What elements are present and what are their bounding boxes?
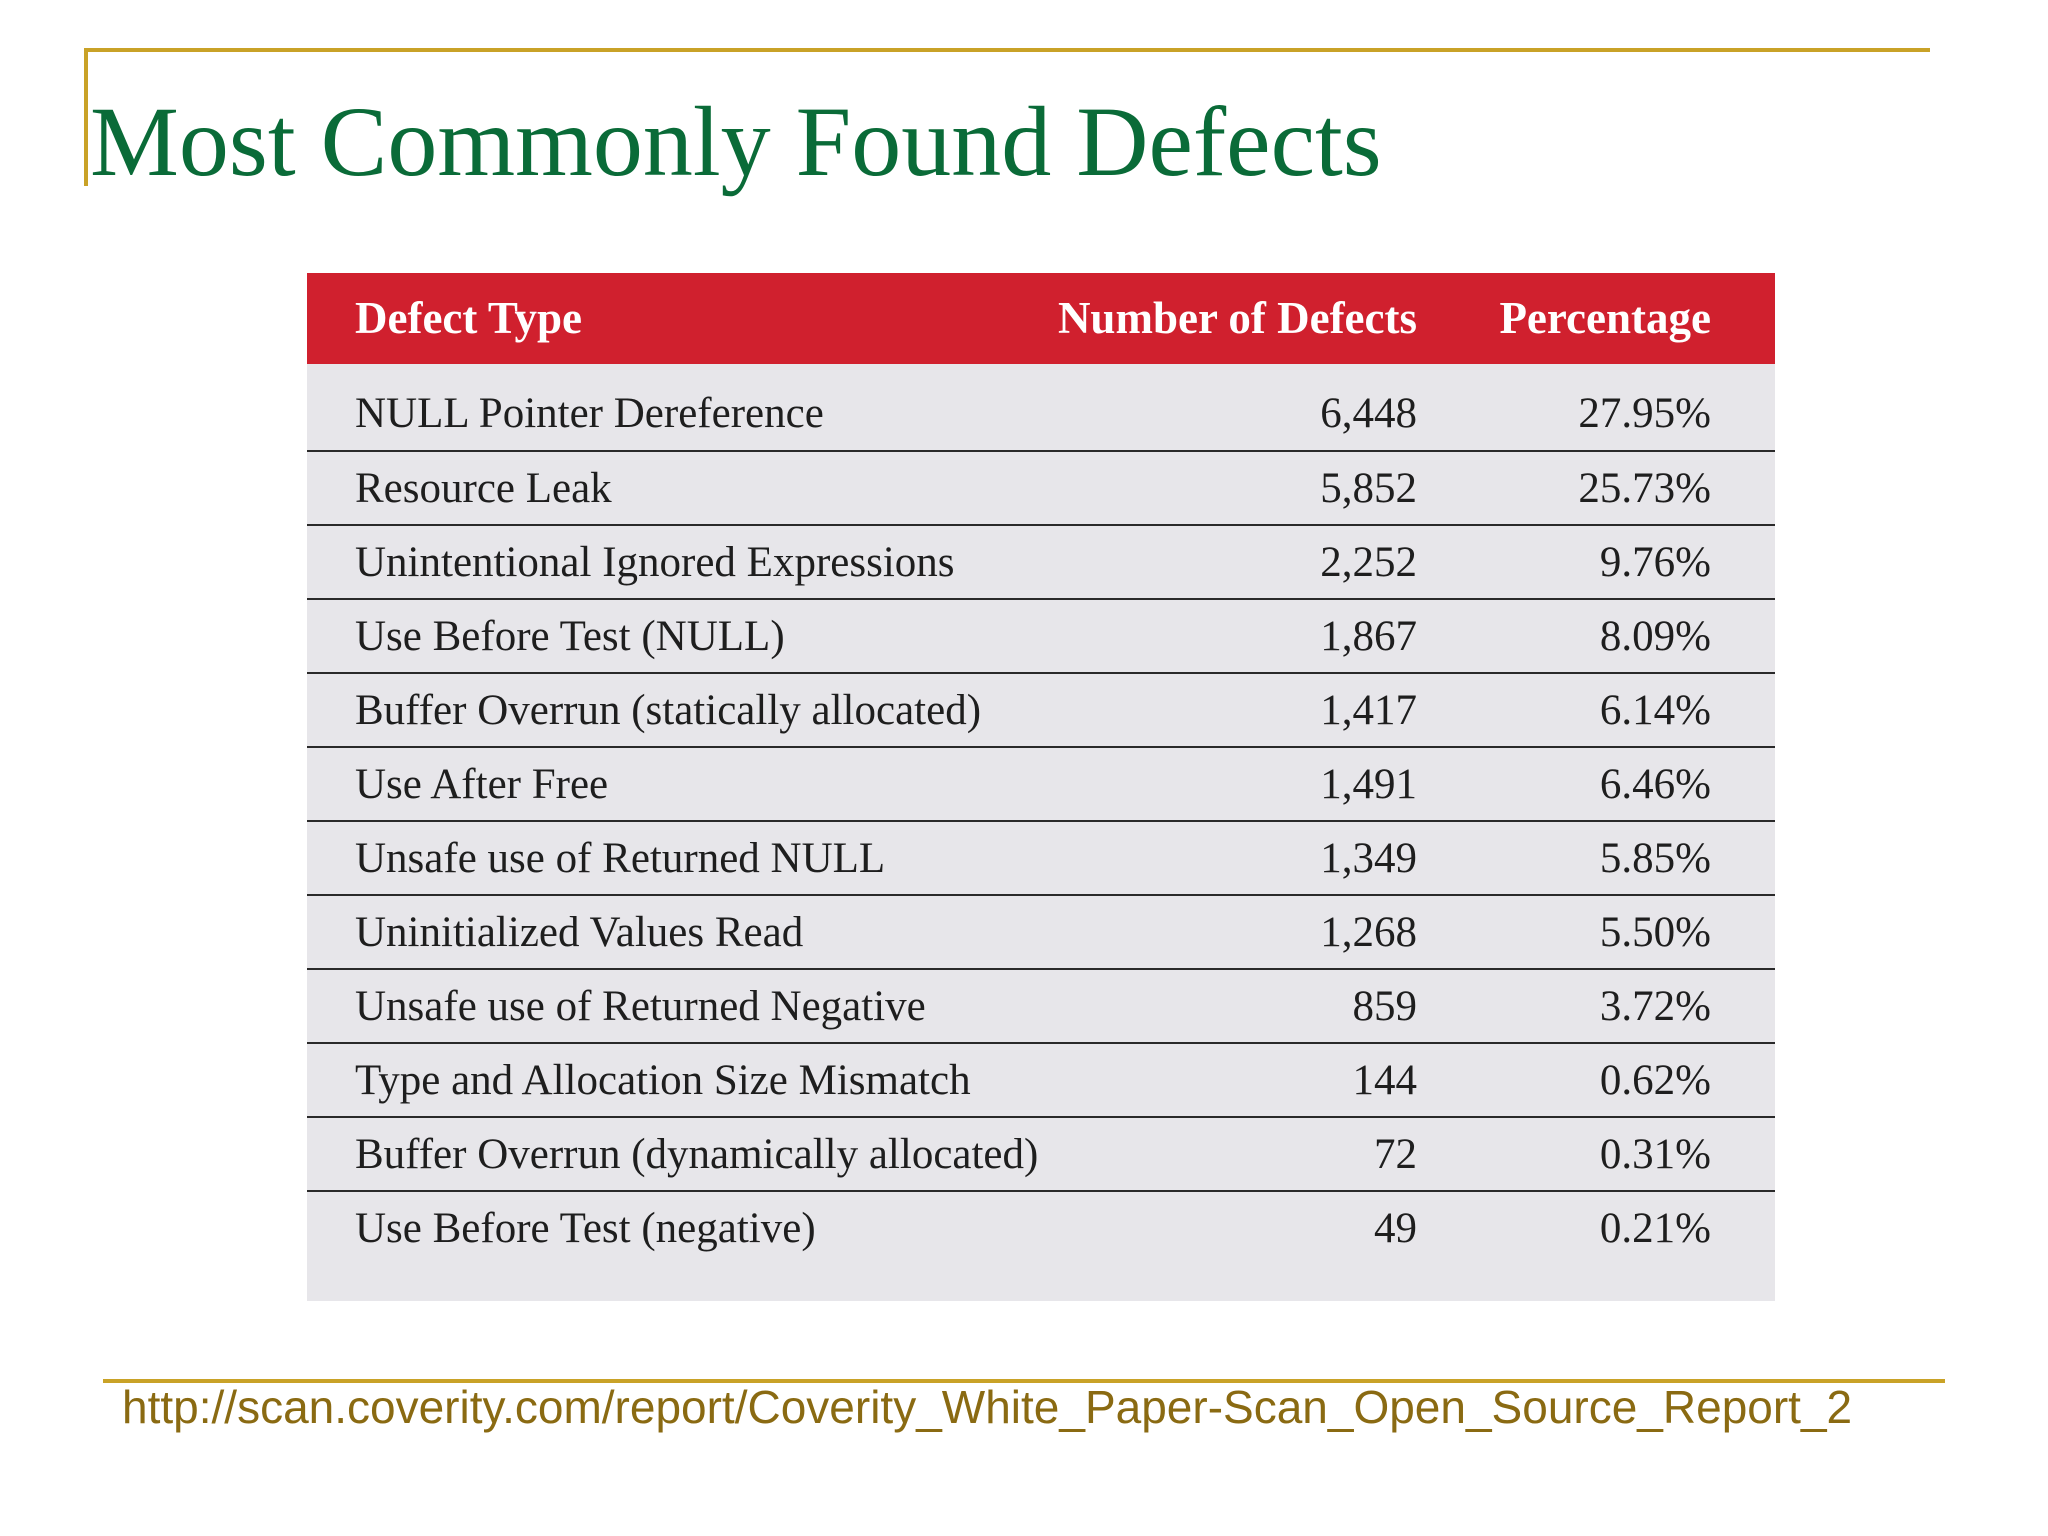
table-row: Uninitialized Values Read 1,268 5.50%	[307, 894, 1775, 968]
source-link[interactable]: http://scan.coverity.com/report/Coverity…	[122, 1381, 1853, 1433]
title-top-rule	[84, 48, 1930, 52]
defect-type-cell: Resource Leak	[355, 465, 612, 512]
footer-rule	[103, 1379, 1945, 1383]
defect-percentage-cell: 0.31%	[1599, 1131, 1711, 1178]
column-header-number-of-defects: Number of Defects	[1057, 293, 1417, 343]
defect-percentage-cell: 27.95%	[1578, 390, 1711, 437]
defect-type-cell: Unintentional Ignored Expressions	[355, 539, 955, 586]
defect-type-cell: Unsafe use of Returned NULL	[355, 835, 886, 882]
defect-count-cell: 6,448	[1320, 390, 1417, 437]
defect-type-cell: Type and Allocation Size Mismatch	[355, 1057, 971, 1104]
defect-type-cell: Buffer Overrun (statically allocated)	[355, 687, 982, 734]
defect-count-cell: 72	[1374, 1131, 1417, 1178]
table-row: Use After Free 1,491 6.46%	[307, 746, 1775, 820]
column-header-percentage: Percentage	[1499, 293, 1711, 343]
defect-percentage-cell: 5.85%	[1599, 835, 1711, 882]
table-row: Use Before Test (negative) 49 0.21%	[307, 1190, 1775, 1282]
table-row: Unsafe use of Returned NULL 1,349 5.85%	[307, 820, 1775, 894]
defect-count-cell: 1,349	[1320, 835, 1417, 882]
table-row: Use Before Test (NULL) 1,867 8.09%	[307, 598, 1775, 672]
defect-type-cell: Uninitialized Values Read	[355, 909, 804, 956]
defect-count-cell: 859	[1352, 983, 1418, 1030]
defect-count-cell: 5,852	[1320, 465, 1417, 512]
defects-table: Defect Type Number of Defects Percentage…	[307, 273, 1775, 1301]
defect-count-cell: 2,252	[1320, 539, 1417, 586]
table-row: Buffer Overrun (statically allocated) 1,4…	[307, 672, 1775, 746]
defect-percentage-cell: 3.72%	[1599, 983, 1711, 1030]
defect-percentage-cell: 9.76%	[1599, 539, 1711, 586]
defect-count-cell: 1,268	[1320, 909, 1417, 956]
defect-type-cell: Use Before Test (negative)	[355, 1205, 816, 1252]
defect-percentage-cell: 0.21%	[1599, 1205, 1711, 1252]
column-header-defect-type: Defect Type	[355, 293, 582, 343]
defect-percentage-cell: 0.62%	[1599, 1057, 1711, 1104]
defect-type-cell: Unsafe use of Returned Negative	[355, 983, 926, 1030]
defect-percentage-cell: 6.46%	[1599, 761, 1711, 808]
table-row: Type and Allocation Size Mismatch 144 0.62…	[307, 1042, 1775, 1116]
defect-percentage-cell: 8.09%	[1599, 613, 1711, 660]
table-row: Buffer Overrun (dynamically allocated) 72…	[307, 1116, 1775, 1190]
defect-type-cell: Use After Free	[355, 761, 609, 808]
defect-percentage-cell: 5.50%	[1599, 909, 1711, 956]
defect-percentage-cell: 6.14%	[1599, 687, 1711, 734]
table-row: Resource Leak 5,852 25.73%	[307, 450, 1775, 524]
slide-title: Most Commonly Found Defects	[90, 86, 1382, 197]
defect-count-cell: 144	[1352, 1057, 1418, 1104]
defect-count-cell: 1,417	[1320, 687, 1417, 734]
table-header: Defect Type Number of Defects Percentage	[307, 273, 1775, 364]
defect-type-cell: Use Before Test (NULL)	[355, 613, 785, 660]
title-left-rule	[84, 48, 88, 186]
table-row: Unsafe use of Returned Negative 859 3.72%	[307, 968, 1775, 1042]
table-body: NULL Pointer Dereference 6,448 27.95% Resou…	[307, 364, 1775, 1282]
defect-type-cell: NULL Pointer Dereference	[355, 390, 824, 437]
defect-percentage-cell: 25.73%	[1578, 465, 1711, 512]
defect-count-cell: 1,867	[1320, 613, 1417, 660]
table-row: NULL Pointer Dereference 6,448 27.95%	[307, 364, 1775, 450]
defect-type-cell: Buffer Overrun (dynamically allocated)	[355, 1131, 1039, 1178]
defect-count-cell: 49	[1374, 1205, 1417, 1252]
defect-count-cell: 1,491	[1320, 761, 1417, 808]
table-row: Unintentional Ignored Expressions 2,252 9.…	[307, 524, 1775, 598]
